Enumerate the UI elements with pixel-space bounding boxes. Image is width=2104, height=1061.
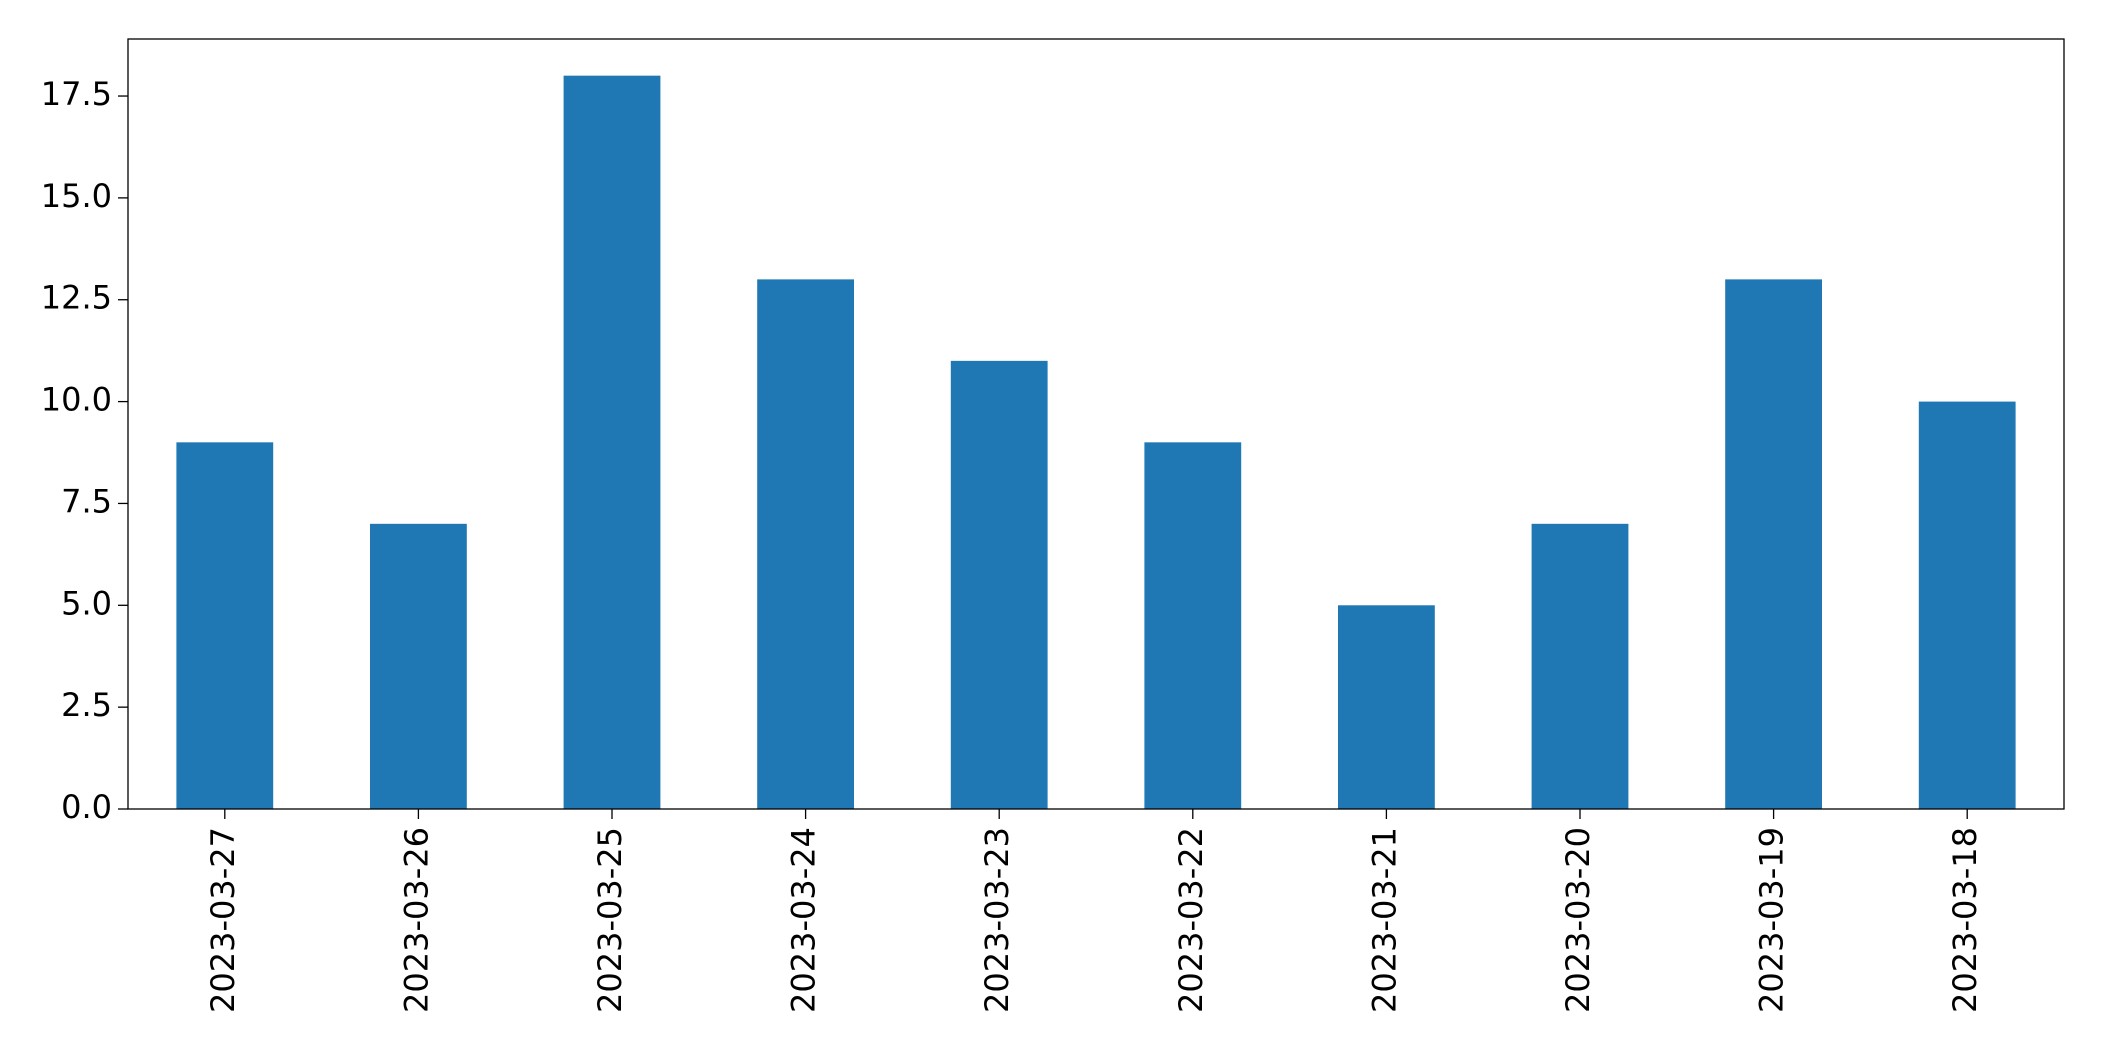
bar [950, 360, 1048, 809]
bar [563, 75, 661, 809]
x-tick-label: 2023-03-25 [591, 827, 629, 1013]
x-tick-label: 2023-03-21 [1365, 827, 1403, 1013]
bar [1531, 523, 1629, 809]
x-tick-label: 2023-03-18 [1946, 827, 1984, 1013]
y-tick-label: 2.5 [61, 686, 112, 724]
y-tick-label: 7.5 [61, 482, 112, 520]
x-tick-label: 2023-03-23 [978, 827, 1016, 1013]
bar [176, 442, 274, 809]
y-tick-label: 0.0 [61, 788, 112, 826]
x-tick-label: 2023-03-27 [204, 827, 242, 1013]
bar [1338, 605, 1435, 809]
bar [1918, 401, 2016, 809]
x-tick-label: 2023-03-20 [1559, 827, 1597, 1013]
x-tick-label: 2023-03-22 [1172, 827, 1210, 1013]
y-tick-label: 12.5 [41, 279, 112, 317]
y-tick-label: 15.0 [41, 177, 112, 215]
bar [1725, 279, 1822, 809]
x-tick-label: 2023-03-24 [785, 827, 823, 1013]
y-tick-label: 5.0 [61, 584, 112, 622]
x-tick-label: 2023-03-19 [1753, 827, 1791, 1013]
x-tick-label: 2023-03-26 [397, 827, 435, 1013]
y-tick-label: 10.0 [41, 381, 112, 419]
bar [1144, 442, 1242, 809]
y-tick-label: 17.5 [41, 75, 112, 113]
bar [370, 523, 467, 809]
plot-frame [127, 38, 2065, 810]
bar [757, 279, 854, 809]
